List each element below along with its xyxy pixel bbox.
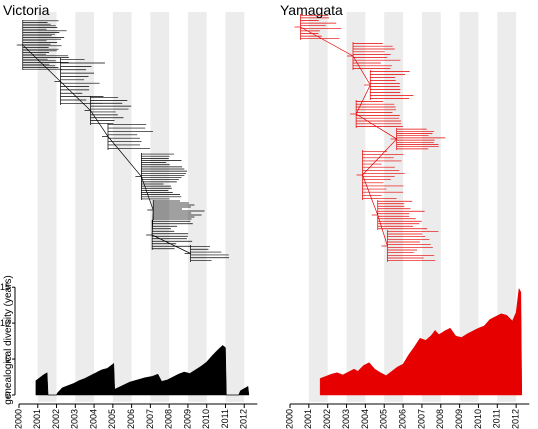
x-tick-label: 2011 [492, 409, 502, 428]
year-band [346, 12, 366, 402]
year-band [225, 12, 245, 402]
x-tick-label: 2007 [145, 409, 155, 429]
x-tick-label: 2012 [511, 409, 521, 429]
y-tick-label: 0 [5, 390, 10, 400]
y-tick-label: 15 [0, 282, 10, 292]
diversity-area-series [35, 345, 250, 396]
tree-0 [16, 20, 230, 262]
x-tick-label: 2005 [379, 409, 389, 429]
diversity-areas [35, 287, 523, 396]
x-tick-label: 2001 [303, 409, 313, 429]
x-tick-label: 2004 [88, 409, 98, 429]
x-tick-label: 2002 [322, 409, 332, 429]
year-band [308, 12, 328, 402]
y-tick-label: 10 [0, 318, 10, 328]
x-tick-label: 2002 [51, 409, 61, 429]
panel-title-yamagata: Yamagata [280, 2, 343, 18]
y-axis-label: genealogical diversity (years) [3, 275, 14, 405]
x-tick-label: 2003 [70, 409, 80, 429]
phylogenetic-trees [16, 14, 446, 262]
x-tick-label: 2001 [32, 409, 42, 429]
x-tick-label: 2009 [454, 409, 464, 429]
x-tick-label: 2005 [107, 409, 117, 429]
x-tick-label: 2006 [126, 409, 136, 429]
year-band [112, 12, 132, 402]
x-tick-label: 2010 [201, 409, 211, 429]
x-tick-label: 2008 [164, 409, 174, 429]
panel-title-victoria: Victoria [3, 2, 50, 18]
year-band [187, 12, 207, 402]
year-band [75, 12, 95, 402]
year-band [459, 12, 479, 402]
x-tick-label: 2010 [473, 409, 483, 429]
diversity-area-series [319, 287, 523, 396]
tree-1 [294, 14, 446, 262]
x-tick-label: 2000 [284, 409, 294, 429]
x-tick-label: 2008 [435, 409, 445, 429]
x-tick-label: 2000 [13, 409, 23, 429]
year-band [37, 12, 57, 402]
x-tick-label: 2007 [416, 409, 426, 429]
axes: 2000 2001 2002 2003 2004 2005 2006 2007 2008 2009… [0, 282, 530, 429]
x-tick-label: 2011 [220, 409, 230, 428]
tree-spine [22, 44, 191, 254]
x-tick-label: 2012 [239, 409, 249, 429]
year-band [421, 12, 441, 402]
x-tick-label: 2009 [182, 409, 192, 429]
x-tick-label: 2004 [360, 409, 370, 429]
x-tick-label: 2006 [397, 409, 407, 429]
y-tick-label: 5 [5, 354, 10, 364]
year-band [497, 12, 517, 402]
year-band [384, 12, 404, 402]
tree-spine [300, 26, 398, 247]
x-tick-label: 2003 [341, 409, 351, 429]
